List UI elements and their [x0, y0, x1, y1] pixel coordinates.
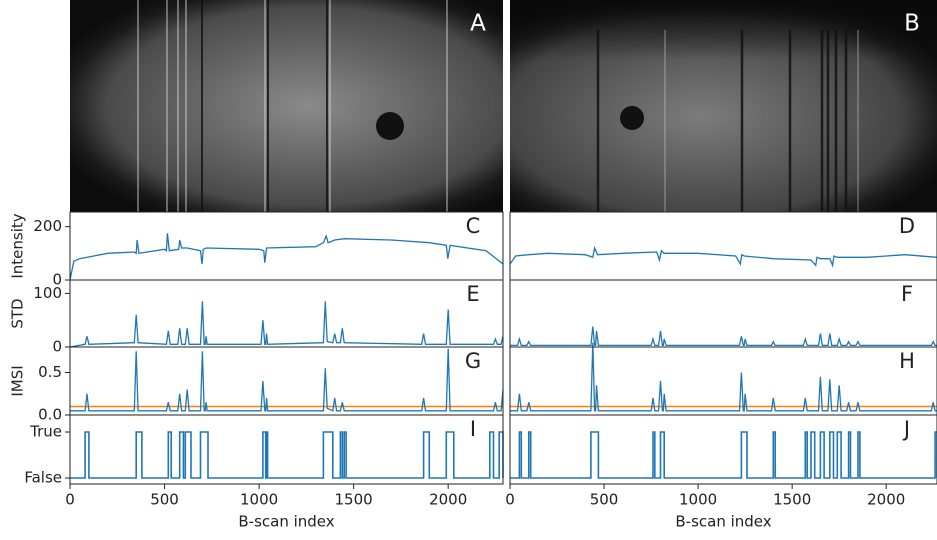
y-tick-label: 200	[33, 217, 62, 235]
x-tick-label: 1000	[679, 491, 717, 509]
signal-line	[69, 301, 504, 348]
signal-line	[69, 233, 504, 281]
x-tick-label: 2000	[867, 491, 905, 509]
panel-frame	[509, 211, 937, 281]
y-tick-label: 0.0	[38, 406, 62, 424]
x-axis-label: B-scan index	[675, 513, 771, 531]
signal-line	[509, 245, 937, 268]
y-tick-label: True	[29, 423, 62, 441]
panel-label: D	[899, 214, 915, 238]
y-axis-label: Intensity	[9, 213, 27, 278]
x-tick-label: 1500	[773, 491, 811, 509]
fundus-image-a: A	[70, 0, 503, 212]
x-tick-label: 0	[505, 491, 515, 509]
panel-label: A	[470, 11, 486, 37]
panel-label: C	[466, 214, 481, 238]
x-axis-label: B-scan index	[238, 513, 334, 531]
signal-line	[510, 342, 937, 412]
panel-label: H	[899, 349, 915, 373]
x-tick-label: 2000	[429, 491, 467, 509]
fundus-image-b: B	[510, 0, 937, 212]
y-tick-label: 0.5	[38, 363, 62, 381]
panel-frame	[509, 279, 937, 348]
x-tick-label: 1000	[240, 491, 278, 509]
panel-frame	[69, 211, 504, 281]
panel-label: J	[902, 417, 910, 441]
panel-label: I	[470, 417, 476, 441]
panel-frame	[69, 414, 504, 485]
signal-line	[510, 326, 937, 347]
y-tick-label: 100	[33, 284, 62, 302]
panel-label: G	[465, 349, 481, 373]
y-axis-label: STD	[9, 298, 27, 328]
x-tick-label: 0	[65, 491, 75, 509]
y-axis-label: IMSI	[9, 365, 27, 396]
y-tick-label: 0	[52, 271, 62, 289]
x-tick-label: 500	[150, 491, 179, 509]
panel-label: E	[466, 282, 479, 306]
step-line	[510, 431, 937, 479]
y-tick-label: 0	[52, 338, 62, 356]
signal-line	[70, 348, 504, 412]
panel-label: B	[904, 11, 920, 37]
x-tick-label: 500	[590, 491, 619, 509]
panel-label: F	[901, 282, 913, 306]
panel-frame	[509, 414, 937, 485]
x-tick-label: 1500	[335, 491, 373, 509]
panel-frame	[509, 346, 937, 416]
step-line	[70, 431, 504, 479]
y-tick-label: False	[24, 469, 62, 487]
